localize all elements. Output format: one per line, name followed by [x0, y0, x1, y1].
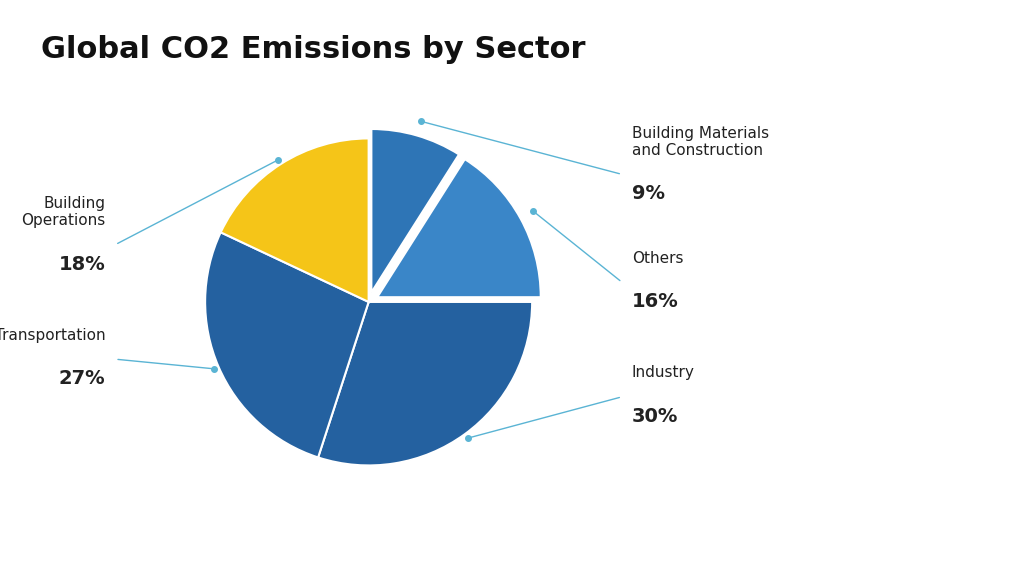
Text: Transportation: Transportation — [0, 328, 105, 343]
Text: 27%: 27% — [58, 369, 105, 388]
Text: Industry: Industry — [632, 365, 694, 380]
Text: 18%: 18% — [58, 255, 105, 274]
Wedge shape — [205, 232, 369, 457]
Text: Others: Others — [632, 251, 683, 266]
Wedge shape — [318, 302, 532, 465]
Wedge shape — [221, 138, 369, 302]
Wedge shape — [377, 159, 541, 297]
Text: 9%: 9% — [632, 184, 665, 203]
Text: Global CO2 Emissions by Sector: Global CO2 Emissions by Sector — [41, 35, 586, 63]
Text: Building Materials
and Construction: Building Materials and Construction — [632, 126, 769, 158]
Text: 16%: 16% — [632, 292, 679, 311]
Wedge shape — [372, 129, 459, 293]
Text: 30%: 30% — [632, 407, 678, 426]
Text: Building
Operations: Building Operations — [22, 196, 105, 228]
